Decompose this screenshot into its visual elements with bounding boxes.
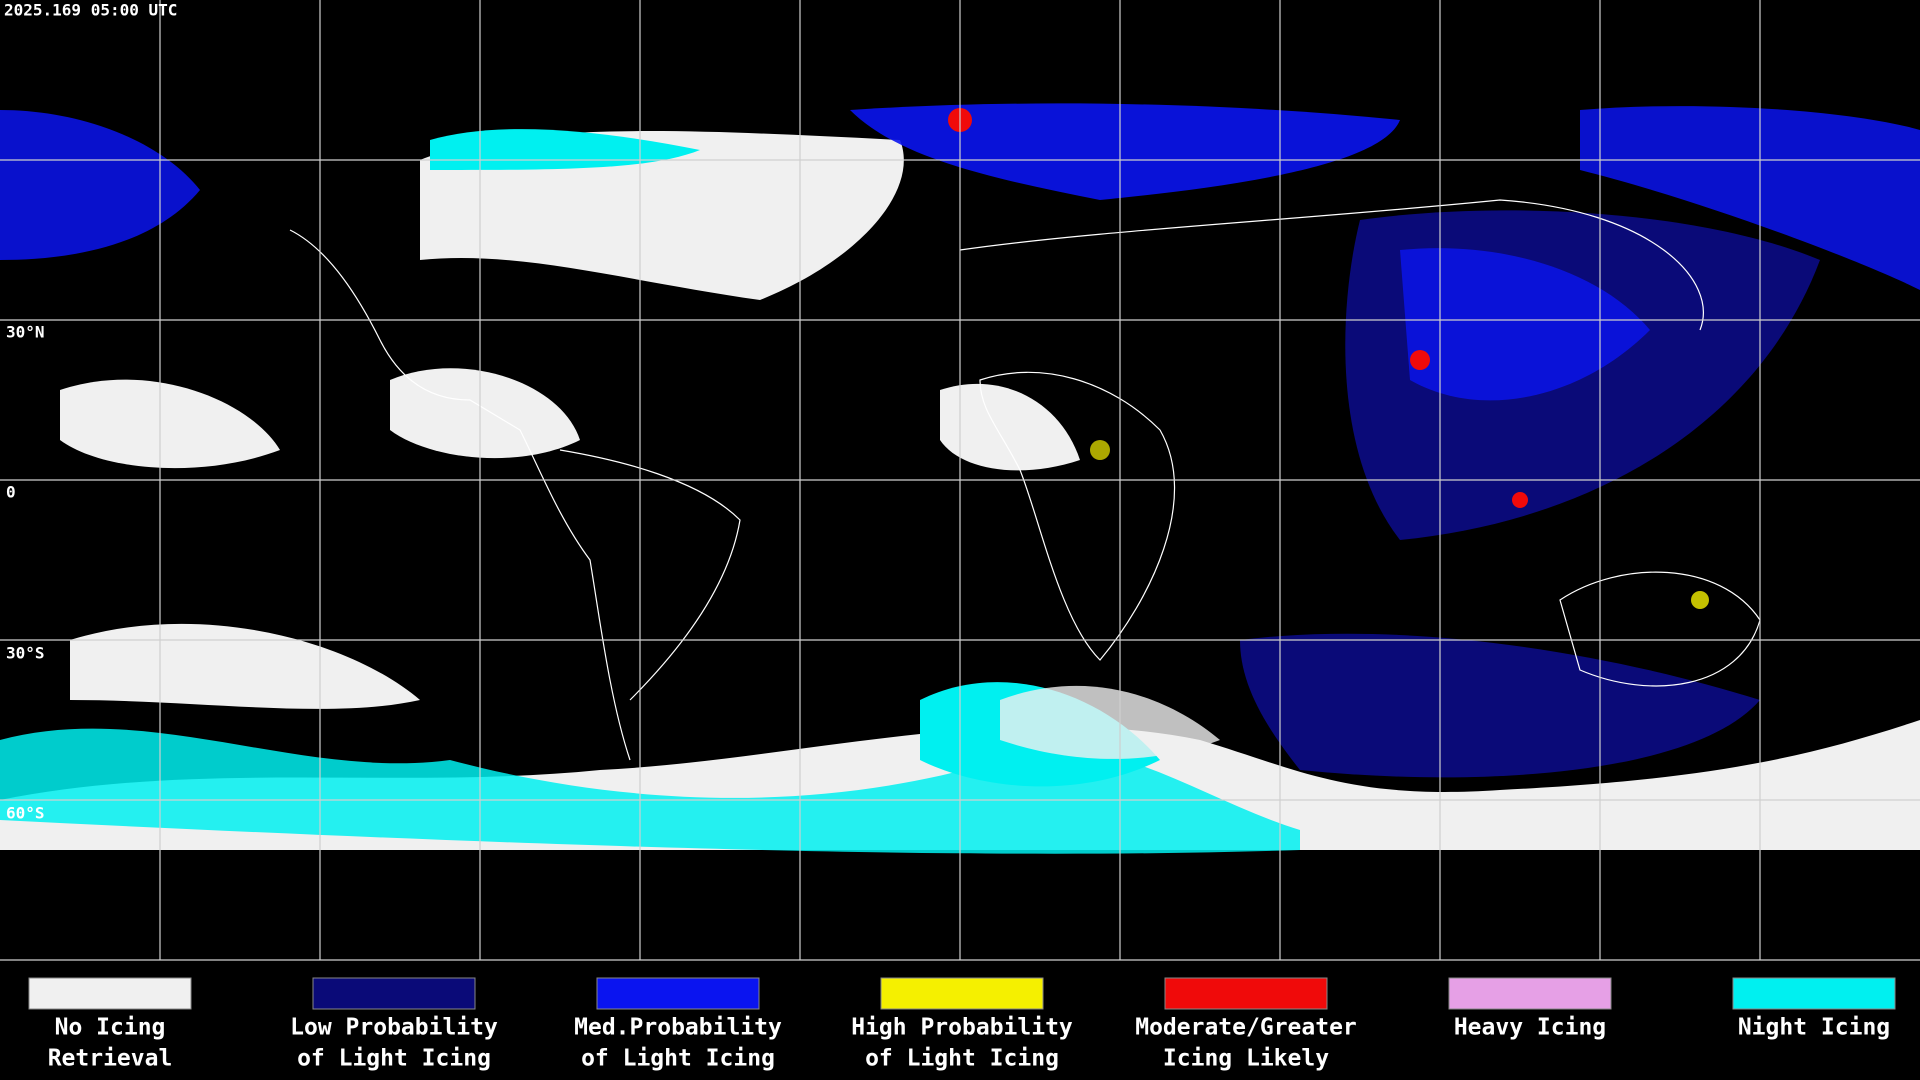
- timestamp: 2025.169 05:00 UTC: [4, 1, 177, 20]
- legend-swatch: [1164, 977, 1328, 1010]
- coastline: [959, 199, 1704, 331]
- legend-label: Retrieval: [48, 1046, 173, 1072]
- icing-region: [0, 110, 200, 260]
- legend-swatch: [312, 977, 476, 1010]
- cloud-patch: [70, 623, 420, 709]
- coastline: [979, 371, 1176, 661]
- legend-label: of Light Icing: [297, 1046, 491, 1072]
- icing-region: [1400, 248, 1650, 401]
- night-icing-band: [0, 728, 1300, 854]
- latitude-labels: 30°N 0 30°S 60°S: [6, 323, 45, 823]
- legend-label: Icing Likely: [1163, 1046, 1329, 1072]
- latitude-label: 60°S: [6, 804, 45, 823]
- legend-item: Night Icing: [1732, 977, 1896, 1041]
- legend-label: of Light Icing: [581, 1046, 775, 1072]
- coastline: [559, 449, 741, 701]
- legend-label: No Icing: [55, 1015, 166, 1041]
- legend-item: Moderate/Greater Icing Likely: [1135, 977, 1357, 1072]
- cloud-patch: [420, 131, 904, 300]
- legend-item: No Icing Retrieval: [28, 977, 192, 1072]
- legend-swatch: [596, 977, 760, 1010]
- cloud-patch: [390, 368, 580, 459]
- legend-label: Heavy Icing: [1454, 1015, 1606, 1041]
- latitude-label: 0: [6, 483, 16, 502]
- legend-item: Med.Probability of Light Icing: [574, 977, 782, 1072]
- icing-spot: [1410, 350, 1430, 370]
- legend-swatch: [1732, 977, 1896, 1010]
- legend-label: Low Probability: [290, 1015, 498, 1041]
- icing-region: [1580, 106, 1920, 290]
- legend-label: Med.Probability: [574, 1015, 782, 1041]
- icing-spot: [1512, 492, 1528, 508]
- legend-label: of Light Icing: [865, 1046, 1059, 1072]
- legend: No Icing Retrieval Low Probability of Light…: [28, 977, 1896, 1072]
- icing-spot: [1691, 591, 1709, 609]
- cloud-patch: [1000, 685, 1220, 759]
- legend-swatch: [28, 977, 192, 1010]
- legend-swatch: [1448, 977, 1612, 1010]
- icing-spot: [1090, 440, 1110, 460]
- legend-label: Night Icing: [1738, 1015, 1890, 1041]
- legend-swatch: [880, 977, 1044, 1010]
- icing-region: [1240, 633, 1760, 778]
- icing-region: [850, 103, 1400, 200]
- satellite-imagery: [0, 103, 1920, 854]
- legend-label: Moderate/Greater: [1135, 1015, 1357, 1041]
- legend-item: Low Probability of Light Icing: [290, 977, 498, 1072]
- coastline: [289, 229, 631, 761]
- graticule: [0, 0, 1920, 961]
- latitude-label: 30°N: [6, 323, 45, 342]
- legend-item: Heavy Icing: [1448, 977, 1612, 1041]
- cloud-patch: [940, 383, 1080, 471]
- cloud-patch: [60, 379, 280, 469]
- legend-label: High Probability: [851, 1015, 1073, 1041]
- latitude-label: 30°S: [6, 644, 45, 663]
- legend-item: High Probability of Light Icing: [851, 977, 1073, 1072]
